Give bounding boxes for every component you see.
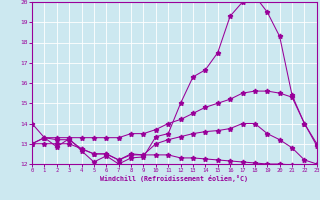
X-axis label: Windchill (Refroidissement éolien,°C): Windchill (Refroidissement éolien,°C) xyxy=(100,175,248,182)
